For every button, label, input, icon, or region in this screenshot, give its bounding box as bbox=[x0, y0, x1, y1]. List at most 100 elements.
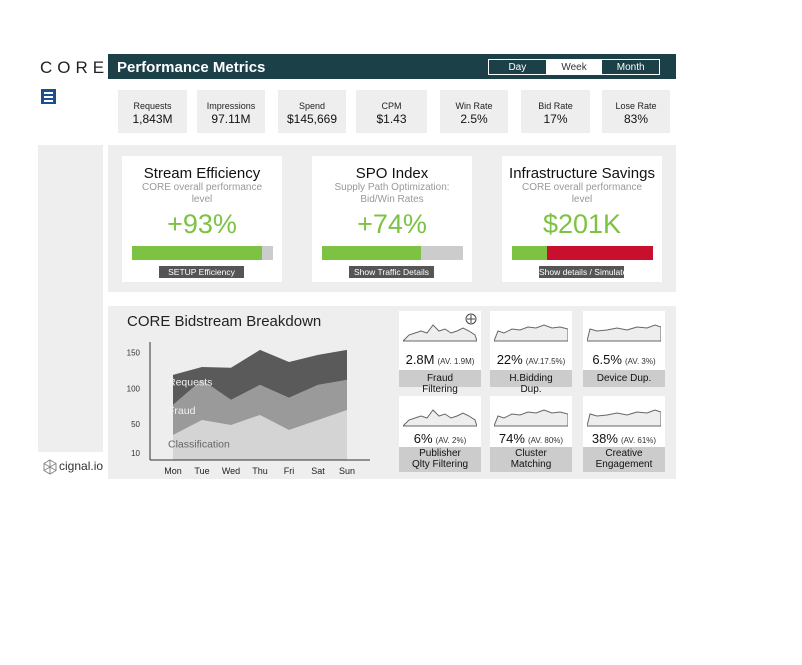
period-option[interactable]: Month bbox=[616, 62, 645, 73]
metric-value-row: 38% (AV. 61%) bbox=[583, 430, 665, 448]
metric-average: (AV. 2%) bbox=[435, 436, 467, 445]
series-label: Classification bbox=[168, 439, 230, 451]
metric-average: (AV. 1.9M) bbox=[437, 357, 475, 366]
kpi-label: Impressions bbox=[206, 101, 256, 111]
kpi-value: 83% bbox=[623, 112, 649, 126]
metric-average: (AV.17.5%) bbox=[525, 357, 566, 366]
metric-value: 6.5% bbox=[592, 352, 622, 367]
y-tick-label: 100 bbox=[127, 384, 141, 393]
sparkline bbox=[587, 324, 661, 342]
card-button[interactable]: Show Traffic Details bbox=[349, 266, 434, 278]
metric-card: 38% (AV. 61%) Creative Engagement bbox=[583, 396, 665, 472]
summary-card: Stream Efficiency CORE overall performanc… bbox=[122, 156, 282, 282]
kpi-value: 1,843M bbox=[132, 112, 173, 126]
sparkline bbox=[494, 324, 568, 342]
metric-label: Creative Engagement bbox=[583, 447, 665, 472]
kpi-label: CPM bbox=[381, 101, 402, 111]
metric-card: 6.5% (AV. 3%) Device Dup. bbox=[583, 311, 665, 387]
card-value: +74% bbox=[357, 209, 427, 239]
brand-icon bbox=[43, 459, 57, 475]
kpi-value: 97.11M bbox=[211, 112, 251, 126]
kpi-value: $145,669 bbox=[286, 112, 338, 126]
progress-bar bbox=[512, 246, 653, 260]
stacked-area bbox=[173, 379, 347, 435]
footer-brand: cignal.io bbox=[42, 458, 104, 476]
kpi-label: Requests bbox=[133, 101, 172, 111]
period-option[interactable]: Week bbox=[545, 60, 603, 74]
metric-value: 22% bbox=[496, 352, 523, 367]
menu-button[interactable] bbox=[41, 89, 56, 104]
summary-card: Infrastructure Savings CORE overall perfo… bbox=[502, 156, 662, 282]
kpi-tile: CPM $1.43 bbox=[356, 90, 427, 133]
period-option[interactable]: Day bbox=[508, 62, 527, 73]
card-subtitle: CORE overall performance level bbox=[141, 182, 263, 205]
x-tick-label: Thu bbox=[252, 466, 268, 476]
summary-card: SPO Index Supply Path Optimization: Bid/W… bbox=[312, 156, 472, 282]
metric-card: 74% (AV. 80%) Cluster Matching bbox=[490, 396, 572, 472]
kpi-tile: Spend $145,669 bbox=[278, 90, 346, 133]
progress-fill bbox=[132, 246, 262, 260]
expand-glyph bbox=[465, 313, 477, 325]
series-label: Fraud bbox=[168, 405, 196, 417]
sparkline bbox=[403, 324, 477, 342]
metric-value: 6% bbox=[413, 431, 433, 446]
metric-label: H.Bidding Dup. bbox=[490, 370, 572, 395]
card-value: +93% bbox=[167, 209, 237, 239]
kpi-value: $1.43 bbox=[376, 112, 407, 126]
progress-bar bbox=[132, 246, 273, 260]
bidstream-chart: CORE Bidstream Breakdown Classification F… bbox=[127, 313, 370, 476]
kpi-tile: Bid Rate 17% bbox=[521, 90, 590, 133]
sparkline bbox=[494, 409, 568, 427]
card-value: $201K bbox=[542, 209, 622, 239]
metric-value-row: 6.5% (AV. 3%) bbox=[583, 351, 665, 369]
card-subtitle: CORE overall performance level bbox=[521, 182, 643, 205]
metric-average: (AV. 80%) bbox=[527, 436, 564, 445]
period-toggle: Day Week Month bbox=[488, 59, 660, 75]
metric-label: Device Dup. bbox=[583, 370, 665, 387]
series-label: Requests bbox=[168, 377, 212, 389]
x-tick-label: Tue bbox=[194, 466, 209, 476]
card-title: Infrastructure Savings bbox=[509, 165, 655, 182]
kpi-value: 17% bbox=[543, 112, 568, 126]
sidebar bbox=[38, 145, 103, 452]
kpi-value: 2.5% bbox=[460, 112, 488, 126]
x-tick-label: Wed bbox=[222, 466, 240, 476]
metric-label: Fraud Filtering bbox=[399, 370, 481, 395]
card-title: SPO Index bbox=[355, 165, 429, 182]
header-bar: Performance Metrics Day Week Month bbox=[108, 54, 676, 79]
kpi-tile: Requests 1,843M bbox=[118, 90, 187, 133]
card-button[interactable]: Show details / Simulate bbox=[539, 266, 628, 278]
metric-value: 2.8M bbox=[405, 352, 435, 367]
kpi-tile: Win Rate 2.5% bbox=[440, 90, 508, 133]
metric-value: 38% bbox=[591, 431, 618, 446]
metric-label: Cluster Matching bbox=[490, 447, 572, 472]
sparkline bbox=[587, 409, 661, 427]
metric-value-row: 74% (AV. 80%) bbox=[490, 430, 572, 448]
card-subtitle: Supply Path Optimization: Bid/Win Rates bbox=[334, 182, 450, 205]
x-tick-label: Sun bbox=[339, 466, 355, 476]
x-tick-label: Sat bbox=[311, 466, 325, 476]
y-tick-label: 10 bbox=[131, 449, 140, 458]
expand-icon[interactable] bbox=[465, 312, 477, 325]
y-tick-label: 150 bbox=[127, 349, 141, 358]
metric-card: 2.8M (AV. 1.9M) Fraud Filtering bbox=[399, 311, 481, 395]
card-button[interactable]: SETUP Efficiency bbox=[159, 266, 244, 278]
metric-value-row: 22% (AV.17.5%) bbox=[490, 351, 572, 369]
metric-label: Publisher Qlty Filtering bbox=[399, 447, 481, 472]
progress-bar bbox=[322, 246, 463, 260]
metric-value-row: 2.8M (AV. 1.9M) bbox=[399, 351, 481, 369]
progress-fill bbox=[512, 246, 548, 260]
page-title: Performance Metrics bbox=[117, 59, 266, 76]
progress-fill bbox=[322, 246, 421, 260]
x-tick-label: Fri bbox=[284, 466, 295, 476]
card-title: Stream Efficiency bbox=[143, 165, 261, 182]
y-tick-label: 50 bbox=[131, 420, 140, 429]
brand-name: cignal.io bbox=[59, 459, 104, 473]
metric-average: (AV. 61%) bbox=[620, 436, 657, 445]
kpi-label: Spend bbox=[298, 101, 326, 111]
kpi-tile: Lose Rate 83% bbox=[602, 90, 670, 133]
chart-title: CORE Bidstream Breakdown bbox=[127, 313, 321, 330]
metric-average: (AV. 3%) bbox=[624, 357, 656, 366]
sparkline bbox=[403, 409, 477, 427]
